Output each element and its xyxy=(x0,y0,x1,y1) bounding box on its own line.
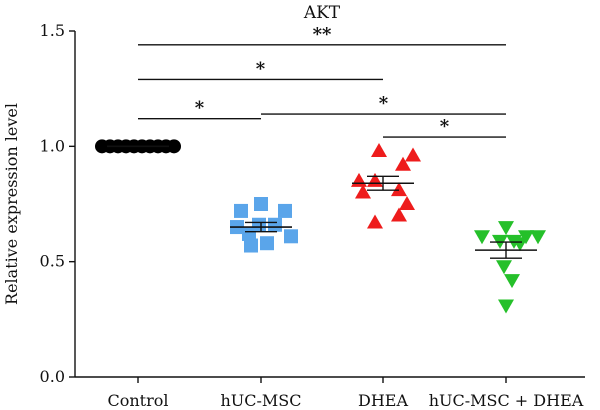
data-point xyxy=(474,230,490,245)
data-point xyxy=(498,221,514,236)
data-point xyxy=(278,203,292,218)
y-axis-label: Relative expression level xyxy=(2,103,21,305)
data-point xyxy=(268,217,282,232)
y-tick-label: 1.5 xyxy=(40,21,65,40)
x-tick-label: DHEA xyxy=(358,391,408,410)
significance-label: * xyxy=(195,98,205,119)
x-tick-label: Control xyxy=(107,391,168,410)
data-point xyxy=(244,238,258,253)
data-point xyxy=(498,299,514,314)
data-point xyxy=(284,229,298,244)
significance-label: * xyxy=(440,116,450,137)
x-tick-label: hUC-MSC xyxy=(220,391,301,410)
data-point xyxy=(391,207,407,222)
data-point xyxy=(512,237,528,252)
chart-title: AKT xyxy=(303,3,341,23)
significance-label: ** xyxy=(313,24,332,45)
data-point xyxy=(260,236,274,251)
data-point xyxy=(530,230,546,245)
data-point xyxy=(504,274,520,289)
data-point xyxy=(367,214,383,229)
data-point xyxy=(371,142,387,157)
data-point xyxy=(167,139,181,154)
significance-label: * xyxy=(256,58,266,79)
data-point xyxy=(355,184,371,199)
data-point xyxy=(351,172,367,187)
data-point xyxy=(395,156,411,171)
data-point xyxy=(496,260,512,275)
significance-label: * xyxy=(379,93,389,114)
data-point xyxy=(399,196,415,210)
data-point xyxy=(254,197,268,211)
data-point xyxy=(242,226,256,241)
data-point xyxy=(405,147,421,162)
data-point xyxy=(234,203,248,218)
y-tick-label: 0.0 xyxy=(40,367,65,386)
data-point xyxy=(391,182,407,197)
y-tick-label: 0.5 xyxy=(40,252,65,271)
y-tick-label: 1.0 xyxy=(40,136,65,155)
x-tick-label: hUC-MSC + DHEA xyxy=(429,391,584,410)
data-point xyxy=(367,172,383,187)
